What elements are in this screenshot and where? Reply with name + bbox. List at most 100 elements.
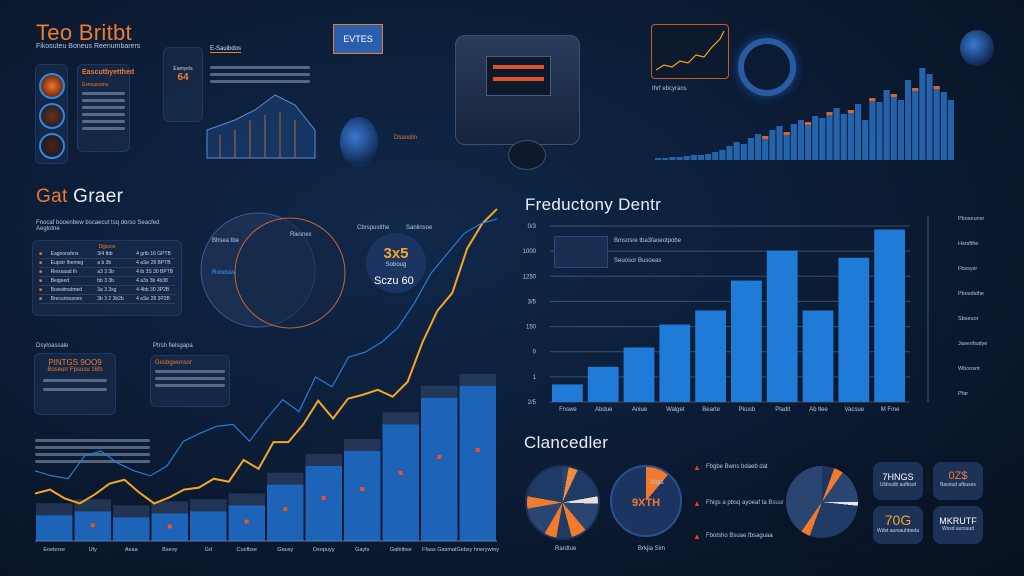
table-cell: Eagoonshns [50,251,79,257]
bar-shadow [190,499,227,512]
section-title: Gat Graer [36,186,123,208]
bar [874,229,905,402]
device-illustration [455,35,580,145]
right-axis-label: Jaseofsatye [958,341,987,347]
histogram-bar [947,100,954,160]
note-item: Fbgbe Bwns bdaeb dat [706,464,768,470]
table-row: ■ Brecurisssoes 3b 3 2 3b2b 4 aSe 28 3P2B [39,295,175,304]
card-title: Eascutbyetthed [82,69,135,76]
histogram-bar [705,154,712,160]
right-axis-label: Wboosnt [958,366,980,372]
bar [267,484,304,541]
series-line-yellow [34,208,498,505]
pie-value: 9XTH [631,497,661,509]
table-cell: Boxwitnatmed [50,287,83,293]
x-tick-label: Ufy [89,547,98,553]
data-marker [360,487,365,492]
data-marker [244,519,249,524]
row-icon: ■ [39,287,43,293]
histogram-bar [897,100,904,160]
histogram-bar [805,122,812,160]
histogram-bar [747,138,754,160]
row-icon: ■ [39,296,43,302]
table-cell: Eupstr Ihemeg [50,260,84,266]
pie-chart-1 [525,465,600,540]
right-axis-label: Fbssysr [958,266,977,272]
note-item: Fbotsho Bsuae fbsaguaa [706,533,773,539]
histogram-bar [826,112,833,160]
phone-label: Eamyels [173,66,193,72]
series-line-blue [34,218,498,480]
data-marker [321,495,326,500]
data-marker [283,507,288,512]
table-cell: a3 3 3b [97,269,114,275]
histogram-bar [776,126,783,160]
bar [659,324,691,402]
x-tick-label: Cuofbse [237,547,258,553]
right-axis-label: Sbseuor [958,316,979,322]
histogram-cap [783,132,790,135]
bar [113,517,150,541]
kpi-card-sub: Baosud afbuses [940,482,976,488]
phone-value: 64 [177,72,189,83]
table-cell: 4 4bb 30 3P2B [136,287,170,293]
histogram-bar [669,157,676,160]
x-tick-label: Bseoy [162,547,178,553]
bar-shadow [421,385,458,398]
kpi-card: MKRUTF Wssd aursuud [933,506,983,544]
histogram-bar [926,74,933,160]
text-block [210,62,310,87]
histogram-bar [869,98,876,160]
histogram-cap [805,122,812,125]
histogram-bar [769,130,776,160]
icon-column [35,64,68,164]
histogram-bar [697,155,704,160]
histogram-bar [847,110,854,160]
pie-chart-2: 9XTH [610,465,682,537]
histogram-cap [912,88,919,91]
table-cell: 3a 3 3sg [97,287,117,293]
histogram-bar [933,86,940,160]
bar [838,257,870,402]
venn-label: Bhsea tbe [212,238,240,244]
info-box-title: Gosbgwonsor [155,360,193,366]
x-tick-label: Pkusb [739,407,756,413]
ring-gauge [738,38,796,96]
x-tick-label: M Fme [881,407,900,413]
bar [731,280,762,402]
y-tick-label: 1000 [523,249,537,255]
pie-label: Brkjia Sim [638,546,666,552]
mountain-chart [206,94,316,159]
x-tick-label: Fnswe [559,407,577,413]
section-label: E-Sauibdos [210,46,242,53]
x-tick-label: Abdue [595,407,613,413]
table-cell: 4 aSe 28 3P2B [136,296,170,302]
venn-label: Riesnex [290,232,312,238]
histogram-bar [662,158,669,160]
bar-shadow [228,493,265,506]
histogram-cap [933,86,940,89]
histogram-bar [940,92,947,160]
kpi-card-value: 70G [884,512,912,528]
bar [382,424,419,541]
data-marker [437,455,442,460]
x-tick-label: Gausy [277,547,293,553]
histogram-bar [783,132,790,160]
histogram-bar [812,116,819,160]
x-tick-label: Aeaa [125,547,139,553]
section-title-a: Gat [36,186,68,207]
mini-line-chart [651,24,729,79]
histogram-bar [819,118,826,160]
table-cell: 4 a3s 3b 4b38 [136,278,168,284]
lens-icon [508,140,546,170]
bar [421,397,458,541]
histogram-cap [890,94,897,97]
kpi-card: 0Z$ Baosud afbuses [933,462,983,500]
pin-icon: ▲ [693,532,701,541]
x-tick-label: Gebsy hnerywmy [457,547,500,553]
legend-item: Seuosor Busoeas [614,258,662,264]
x-tick-label: Bearte [702,407,720,413]
bar [344,451,381,541]
bar [459,385,496,541]
screen-widget: EVTES [333,24,383,54]
